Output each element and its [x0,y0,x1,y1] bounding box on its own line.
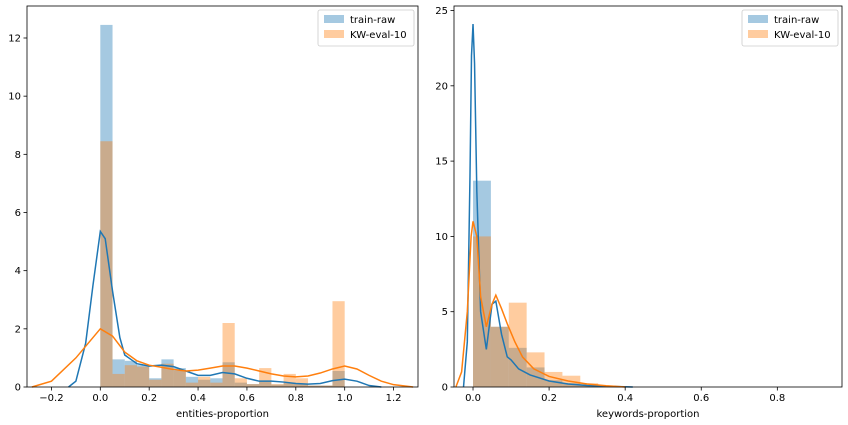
y-tick-label: 0 [15,383,21,394]
legend-label: train-raw [350,15,395,26]
hist-bar [308,385,321,387]
hist-bar [198,379,211,387]
x-axis-label: keywords-proportion [597,409,700,420]
hist-bar [222,323,235,387]
hist-bar [259,381,272,387]
legend-swatch [748,30,768,38]
y-tick-label: 25 [435,6,448,17]
y-tick-label: 10 [8,92,21,103]
hist-bar [149,378,162,387]
kde-line [68,229,382,388]
hist-bar [246,384,260,387]
hist-bar [198,376,211,387]
legend-box [317,9,415,47]
hist-bar [210,382,223,387]
x-tick-label: −0.2 [39,393,63,404]
x-tick-label: 0.0 [92,393,108,404]
hist-bar [124,365,137,387]
hist-bar [295,384,309,387]
axes-frame [26,5,419,388]
hist-bar [222,362,235,387]
y-tick-label: 12 [8,33,21,44]
hist-bar [283,382,296,387]
keywords-proportion-panel: 0.0 0.2 0.4 0.6 0.8 0 5 10 15 20 25 keywords-propor… [435,5,843,420]
y-tick-label: 15 [435,157,448,168]
x-tick-label: 0.6 [239,393,255,404]
x-tick-label: 1.0 [337,393,353,404]
hist-bar [295,378,309,387]
x-tick-label: 1.2 [386,393,402,404]
hist-bar [544,380,563,387]
hist-bar [246,384,260,387]
hist-bar [234,382,247,387]
hist-bar [332,371,345,387]
legend-swatch [324,15,344,23]
hist-bar [136,366,150,387]
hist-bar [112,359,125,387]
hist-bar [271,384,284,387]
hist-bar [490,326,509,387]
y-tick-label: 2 [15,324,21,335]
y-tick-label: 10 [435,232,448,243]
x-tick-label: 0.4 [190,393,206,404]
legend-box [741,9,839,47]
legend-label: KW-eval-10 [774,30,831,41]
y-tick-label: 20 [435,81,448,92]
x-tick-label: 0.0 [465,393,481,404]
hist-bar [185,382,199,387]
hist-bar [473,236,491,387]
kde-line [31,327,414,388]
x-tick-label: 0.8 [769,393,785,404]
legend-label: train-raw [774,15,819,26]
y-tick-label: 4 [15,266,21,277]
y-tick-label: 0 [442,383,448,394]
legend-label: KW-eval-10 [350,30,407,41]
hist-bar [112,373,125,387]
hist-bar [185,376,199,387]
hist-bar [100,141,113,387]
hist-bar [320,385,333,387]
hist-bar [100,24,113,388]
y-tick-label: 8 [15,150,21,161]
kde-line [455,221,626,388]
hist-bar [136,365,150,387]
legend-swatch [748,15,768,23]
axes-frame [453,5,843,388]
kde-line [462,24,633,388]
y-tick-label: 5 [442,307,448,318]
x-axis-label: entities-proportion [176,409,269,420]
hist-bar [149,379,162,387]
hist-bar [308,385,321,387]
x-tick-label: 0.2 [141,393,157,404]
hist-bar [320,385,333,387]
hist-bar [490,326,509,387]
hist-bar [332,301,345,387]
x-tick-label: 0.2 [541,393,557,404]
legend-swatch [324,30,344,38]
hist-bar [508,302,527,387]
hist-bar [271,384,284,387]
y-tick-label: 6 [15,208,21,219]
x-tick-label: 0.8 [288,393,304,404]
hist-bar [562,383,581,387]
hist-bar [173,371,186,387]
hist-bar [124,360,137,387]
hist-bar [210,378,223,387]
x-tick-label: 0.6 [693,393,709,404]
entities-proportion-panel: −0.2 0.0 0.2 0.4 0.6 0.8 1.0 1.2 0 2 4 6 8 10 12 entiti… [8,5,419,420]
hist-bar [173,368,186,387]
hist-bar [234,378,247,387]
x-tick-label: 0.4 [617,393,633,404]
